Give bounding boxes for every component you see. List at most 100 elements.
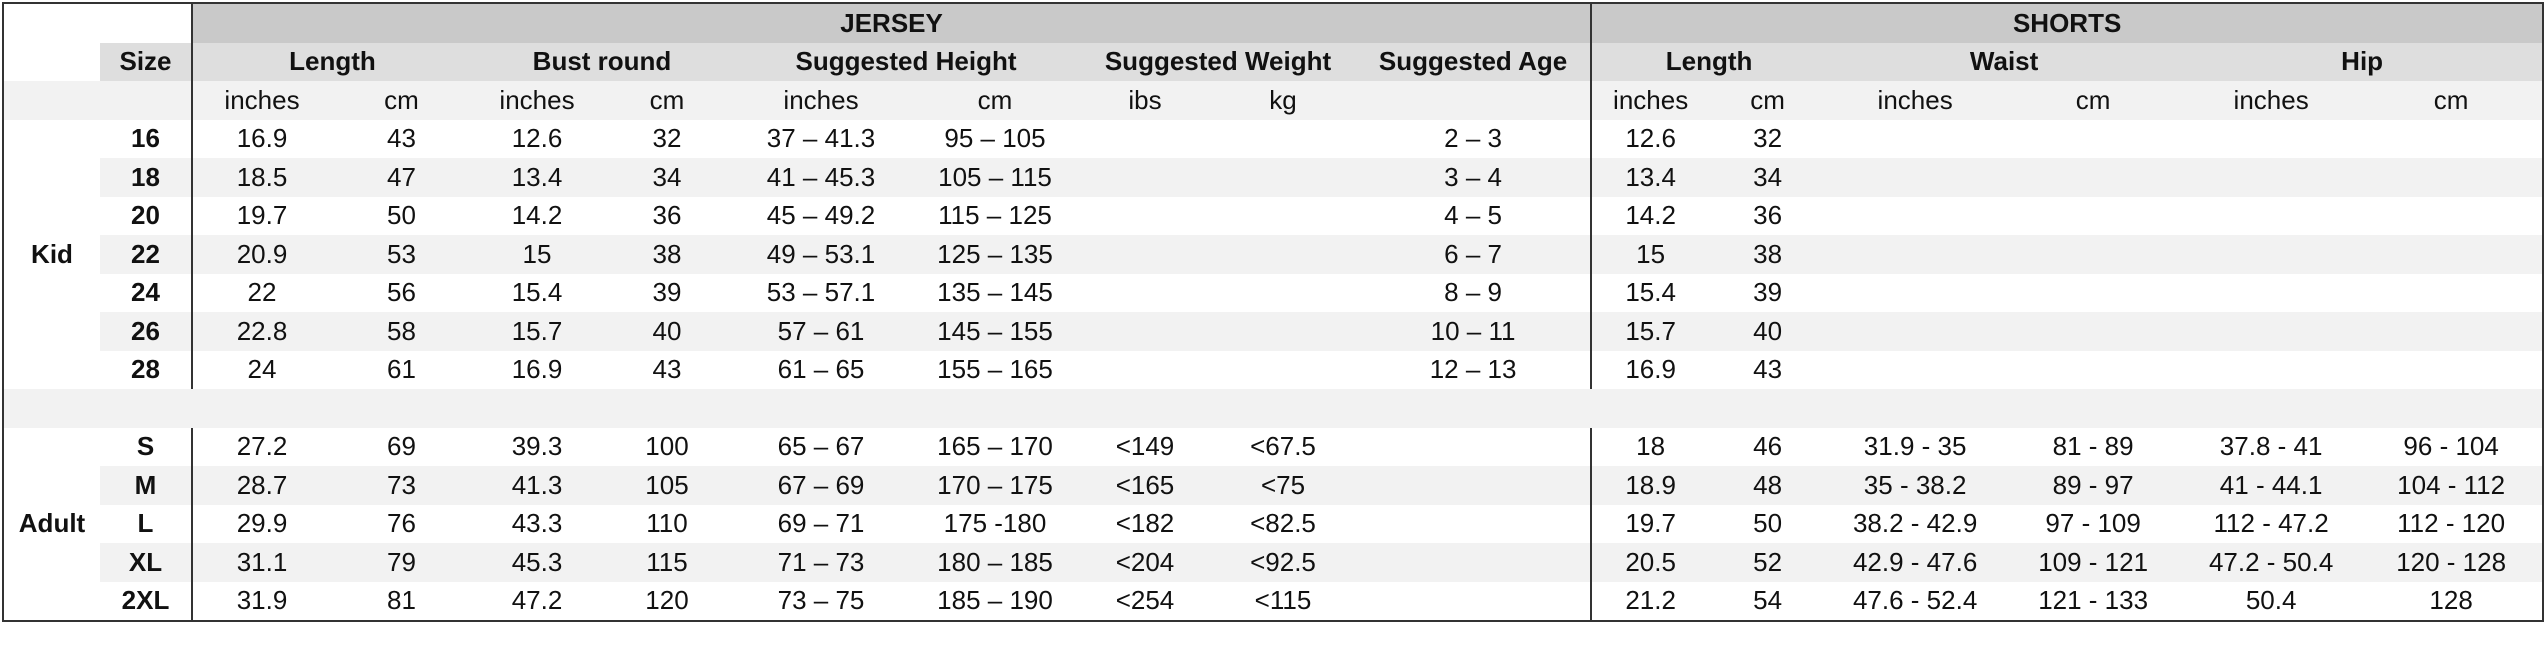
size-label: 18 [131, 161, 160, 192]
table-cell: 47 [387, 161, 416, 192]
table-cell [2360, 312, 2543, 351]
table-cell [2004, 158, 2182, 197]
table-cell: 69 – 71 [777, 508, 865, 539]
table-row: JERSEY SHORTS [3, 3, 2544, 43]
table-cell: 43 [1753, 354, 1783, 385]
table-cell: <165 [1115, 469, 1175, 500]
table-cell: 16.9 [191, 119, 331, 158]
column-header: Waist [1826, 42, 2183, 81]
table-cell: 50.4 [2245, 585, 2297, 616]
table-cell: <92.5 [1250, 546, 1316, 577]
table-cell: 36 [652, 200, 682, 231]
table-cell: 54 [1753, 585, 1783, 616]
table-cell: 15.7 [1590, 312, 1710, 351]
column-header: Size [100, 42, 192, 81]
table-cell: 31.9 - 35 [1863, 431, 1967, 462]
table-cell: 56 [387, 277, 416, 308]
table-cell [2004, 274, 2182, 313]
unit-label: inches [499, 84, 575, 115]
table-cell: 38 [1753, 238, 1783, 269]
table-cell [1080, 274, 1210, 313]
table-cell: 135 – 145 [937, 277, 1053, 308]
table-cell: 112 - 47.2 [2213, 508, 2329, 539]
table-cell: 28.7 [191, 466, 331, 505]
table-cell [2182, 235, 2360, 274]
unit-label: cm [649, 84, 685, 115]
table-cell: 112 - 120 [2397, 508, 2506, 539]
column-header: Hip [2182, 42, 2544, 81]
table-cell [1826, 235, 2004, 274]
table-cell: 22 [191, 273, 331, 312]
table-row: 22 20.9 53 15 38 49 – 53.1 125 – 135 6 – 7 15 38 [3, 235, 2544, 274]
size-label: M [134, 469, 157, 500]
table-cell: 49 – 53.1 [766, 238, 876, 269]
table-cell: 24 [191, 350, 331, 389]
table-cell: 43 [387, 123, 416, 154]
table-cell: 120 [645, 585, 689, 616]
table-cell: 47.6 - 52.4 [1852, 585, 1978, 616]
table-cell: 34 [1753, 161, 1783, 192]
table-cell [2360, 120, 2543, 159]
table-cell: 43.3 [511, 508, 563, 539]
table-row: 2XL 31.9 81 47.2 120 73 – 75 185 – 190 <254 <115… [3, 581, 2544, 622]
column-header: Suggested Age [1356, 42, 1592, 81]
table-cell: 13.4 [1590, 158, 1710, 197]
table-cell: 15.4 [511, 277, 563, 308]
table-cell: 97 - 109 [2045, 508, 2141, 539]
table-cell: 45 – 49.2 [766, 200, 876, 231]
table-cell [1080, 235, 1210, 274]
table-row [3, 389, 2544, 428]
table-cell: 16.9 [1590, 350, 1710, 389]
table-row: L 29.9 76 43.3 110 69 – 71 175 -180 <182 <82.5 19… [3, 504, 2544, 544]
table-cell [2182, 158, 2360, 197]
table-cell: 14.2 [1590, 196, 1710, 235]
table-cell [1356, 543, 1591, 582]
table-cell: 32 [1753, 123, 1783, 154]
table-cell: 40 [1753, 315, 1783, 346]
table-row: XL 31.1 79 45.3 115 71 – 73 180 – 185 <204 <92.5… [3, 543, 2544, 582]
table-cell: 110 [646, 508, 688, 539]
section-label: Kid [3, 119, 100, 389]
table-cell: 41 - 44.1 [2219, 469, 2323, 500]
table-cell: 37 – 41.3 [766, 123, 876, 154]
table-row: 26 22.8 58 15.7 40 57 – 61 145 – 155 10 – 11 15.… [3, 312, 2544, 351]
table-cell [1080, 120, 1210, 159]
table-row: Size Length Bust round Suggested Height Sugg… [3, 42, 2544, 81]
blank-cell [3, 3, 192, 43]
table-cell [2182, 120, 2360, 159]
table-cell: 10 – 11 [1430, 315, 1516, 346]
table-cell: 12.6 [1590, 119, 1710, 158]
table-cell: 48 [1753, 469, 1783, 500]
table-cell: 15 [1590, 235, 1710, 274]
table-cell: 128 [2429, 585, 2473, 616]
table-cell: 37.8 - 41 [2219, 431, 2323, 462]
table-cell: 67 – 69 [777, 469, 865, 500]
table-cell [1356, 428, 1591, 467]
table-cell: 76 [387, 508, 416, 539]
table-cell: 4 – 5 [1444, 200, 1502, 231]
column-header: Suggested Height [732, 42, 1080, 81]
blank-cell [3, 42, 100, 81]
table-cell: 170 – 175 [937, 469, 1053, 500]
table-cell: 13.4 [511, 161, 563, 192]
unit-label: inches [191, 81, 331, 120]
table-cell: 14.2 [511, 200, 563, 231]
table-cell: 18 [1590, 427, 1710, 466]
size-label: 16 [131, 123, 160, 154]
table-cell: 32 [652, 123, 682, 154]
table-cell [1356, 582, 1591, 622]
size-label: S [136, 431, 155, 462]
table-cell: 21.2 [1590, 581, 1710, 621]
table-cell [1356, 505, 1591, 544]
table-cell [1080, 312, 1210, 351]
size-label: 22 [131, 238, 160, 269]
table-cell [2004, 312, 2182, 351]
table-cell [1080, 351, 1210, 390]
table-cell: 65 – 67 [777, 431, 865, 462]
unit-label: cm [2075, 84, 2111, 115]
table-cell: 15.4 [1590, 273, 1710, 312]
table-cell: 3 – 4 [1444, 161, 1502, 192]
table-cell: 71 – 73 [777, 546, 865, 577]
column-header: Suggested Weight [1080, 42, 1356, 81]
table-cell: 41 – 45.3 [766, 161, 876, 192]
